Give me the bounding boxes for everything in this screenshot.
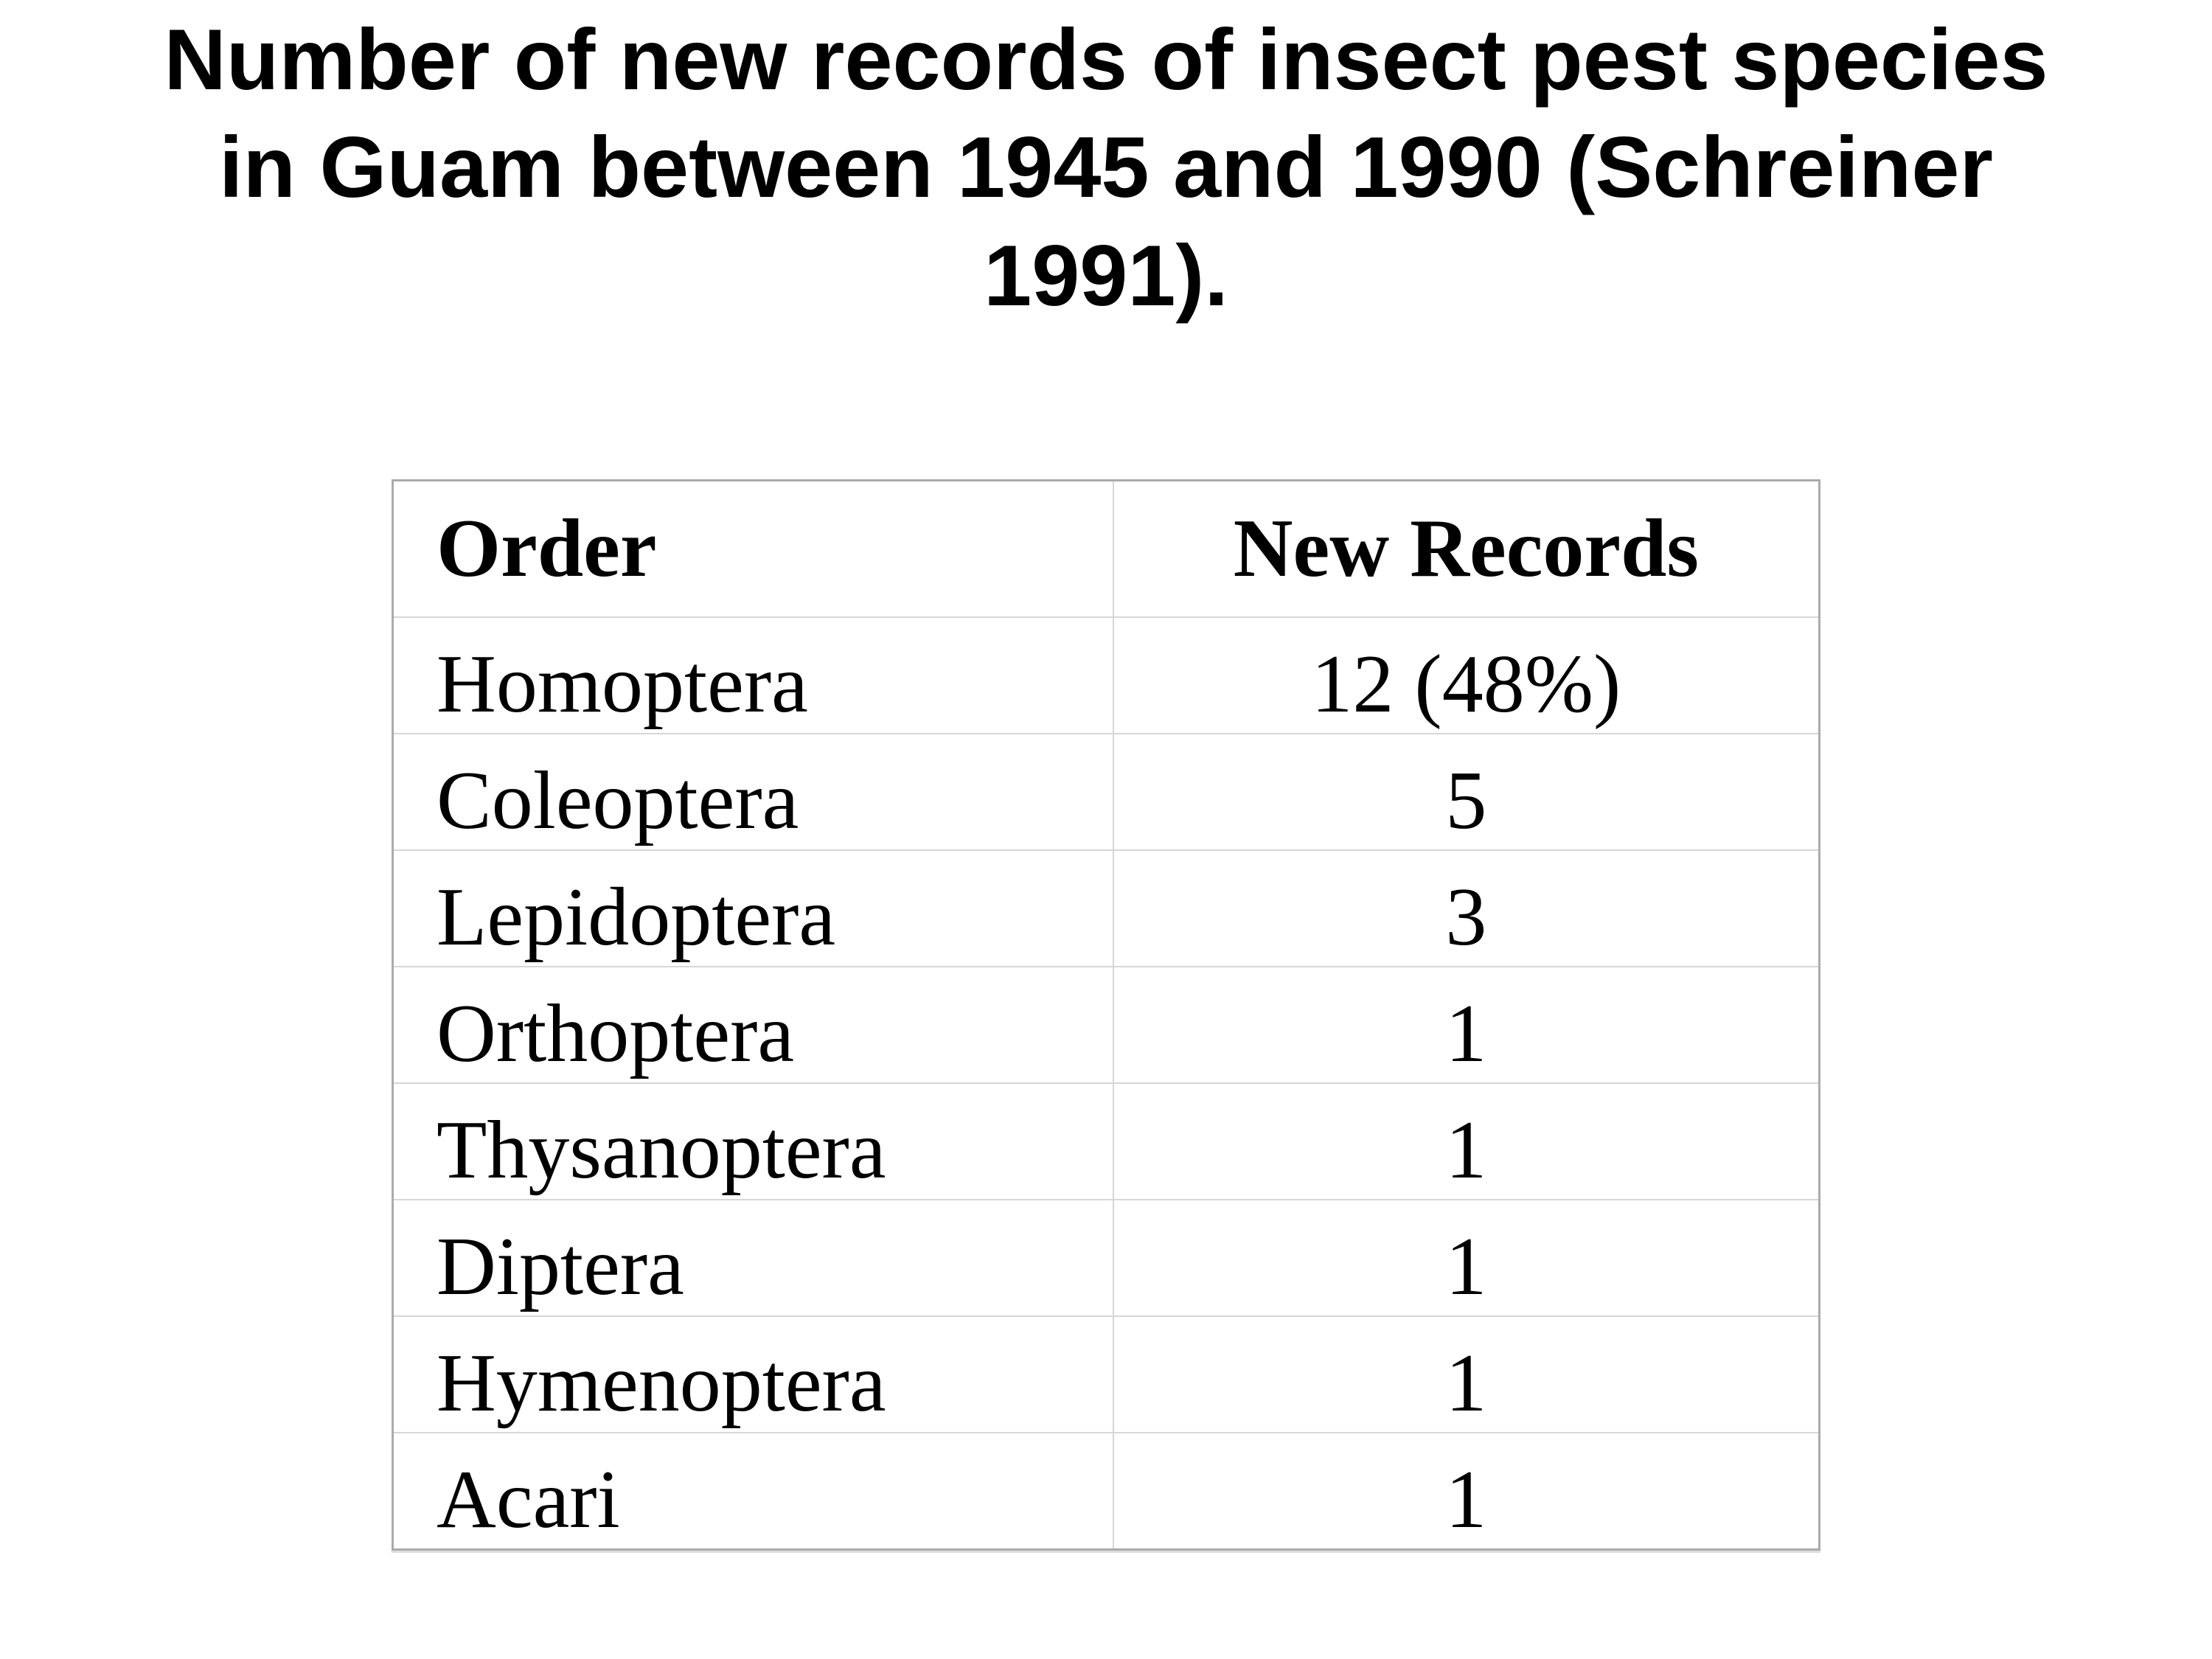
table-row: Acari 1 xyxy=(392,1432,1820,1551)
new-records-cell: 1 xyxy=(1112,1082,1820,1201)
new-records-cell: 3 xyxy=(1112,849,1820,968)
table-row: Thysanoptera 1 xyxy=(392,1082,1820,1201)
table-row: Coleoptera 5 xyxy=(392,733,1820,852)
order-cell: Hymenoptera xyxy=(392,1315,1114,1434)
order-cell: Lepidoptera xyxy=(392,849,1114,968)
table-row: Hymenoptera 1 xyxy=(392,1315,1820,1434)
table-row: Orthoptera 1 xyxy=(392,966,1820,1085)
column-header-order: Order xyxy=(392,479,1114,619)
header-row: Order New Records xyxy=(392,479,1820,619)
table-body: Homoptera 12 (48%) Coleoptera 5 Lepidoptera 3… xyxy=(392,616,1820,1551)
table-row: Lepidoptera 3 xyxy=(392,849,1820,968)
column-header-new-records: New Records xyxy=(1112,479,1820,619)
table-row: Homoptera 12 (48%) xyxy=(392,616,1820,735)
order-cell: Orthoptera xyxy=(392,966,1114,1085)
order-cell: Coleoptera xyxy=(392,733,1114,852)
order-cell: Homoptera xyxy=(392,616,1114,735)
table-header: Order New Records xyxy=(392,479,1820,619)
table-row: Diptera 1 xyxy=(392,1199,1820,1318)
new-records-cell: 1 xyxy=(1112,1315,1820,1434)
page-title: Number of new records of insect pest spe… xyxy=(164,11,2048,324)
new-records-cell: 1 xyxy=(1112,966,1820,1085)
new-records-cell: 1 xyxy=(1112,1199,1820,1318)
order-cell: Acari xyxy=(392,1432,1114,1551)
new-records-cell: 5 xyxy=(1112,733,1820,852)
order-cell: Thysanoptera xyxy=(392,1082,1114,1201)
records-table: Order New Records Homoptera 12 (48%) Coleo… xyxy=(392,479,1820,1551)
order-cell: Diptera xyxy=(392,1199,1114,1318)
new-records-cell: 1 xyxy=(1112,1432,1820,1551)
new-records-cell: 12 (48%) xyxy=(1112,616,1820,735)
